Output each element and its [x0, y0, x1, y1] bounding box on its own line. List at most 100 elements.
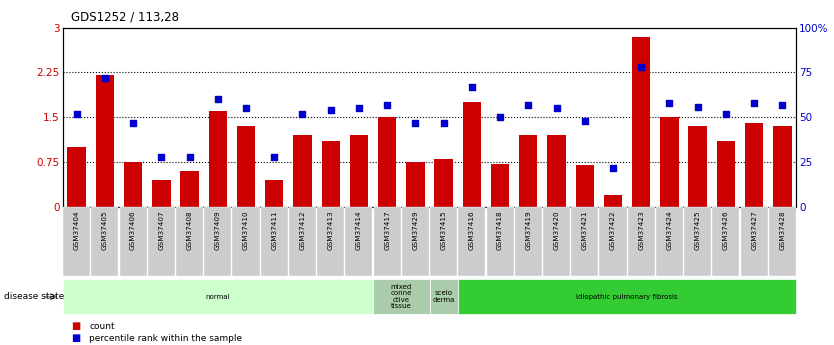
Bar	[459, 207, 485, 276]
Bar	[571, 207, 598, 276]
Point	[296, 111, 309, 117]
Bar	[435, 159, 453, 207]
Text: GSM37419: GSM37419	[525, 210, 531, 250]
Text: GSM37408: GSM37408	[187, 210, 193, 250]
Bar	[96, 76, 114, 207]
Text: GSM37422: GSM37422	[610, 210, 616, 250]
Text: normal: normal	[205, 294, 230, 300]
Point	[211, 97, 224, 102]
Text: GSM37428: GSM37428	[779, 210, 786, 250]
Bar	[152, 180, 170, 207]
Point	[635, 64, 648, 70]
Bar	[745, 123, 763, 207]
Bar	[233, 207, 259, 276]
Text: GSM37429: GSM37429	[412, 210, 419, 250]
Bar	[63, 279, 373, 314]
Bar	[378, 117, 396, 207]
Point	[352, 106, 365, 111]
Point	[239, 106, 253, 111]
Bar	[463, 102, 481, 207]
Text: GSM37410: GSM37410	[243, 210, 249, 250]
Text: GSM37427: GSM37427	[751, 210, 757, 250]
Text: GSM37425: GSM37425	[695, 210, 701, 250]
Bar	[119, 207, 147, 276]
Text: GSM37412: GSM37412	[299, 210, 305, 250]
Point	[521, 102, 535, 108]
Text: GSM37409: GSM37409	[215, 210, 221, 250]
Bar	[519, 135, 537, 207]
Text: scelo
derma: scelo derma	[433, 290, 455, 303]
Text: percentile rank within the sample: percentile rank within the sample	[89, 334, 243, 343]
Text: GSM37418: GSM37418	[497, 210, 503, 250]
Text: GSM37405: GSM37405	[102, 210, 108, 250]
Bar	[322, 141, 340, 207]
Bar	[349, 135, 368, 207]
Text: count: count	[89, 322, 115, 331]
Text: GSM37411: GSM37411	[271, 210, 277, 250]
Point	[409, 120, 422, 126]
Text: mixed
conne
ctive
tissue: mixed conne ctive tissue	[390, 284, 412, 309]
Bar	[486, 207, 514, 276]
Point	[606, 165, 620, 170]
Bar	[430, 207, 457, 276]
Bar	[628, 207, 655, 276]
Bar	[712, 207, 740, 276]
Bar	[180, 171, 198, 207]
Text: GSM37414: GSM37414	[356, 210, 362, 250]
Text: disease state: disease state	[4, 292, 64, 301]
Point	[691, 104, 705, 109]
Bar	[402, 207, 429, 276]
Bar	[575, 165, 594, 207]
Point	[154, 154, 168, 159]
Point	[268, 154, 281, 159]
Text: ■: ■	[71, 333, 80, 343]
Text: GSM37421: GSM37421	[582, 210, 588, 250]
Bar	[458, 279, 796, 314]
Bar	[661, 117, 679, 207]
Text: GSM37420: GSM37420	[554, 210, 560, 250]
Point	[776, 102, 789, 108]
Bar	[543, 207, 570, 276]
Bar	[68, 147, 86, 207]
Text: GSM37423: GSM37423	[638, 210, 644, 250]
Point	[663, 100, 676, 106]
Bar	[63, 207, 90, 276]
Bar	[374, 207, 400, 276]
Point	[719, 111, 732, 117]
Bar	[204, 207, 231, 276]
Bar	[406, 162, 425, 207]
Text: GSM37416: GSM37416	[469, 210, 475, 250]
Bar	[124, 162, 143, 207]
Text: GSM37406: GSM37406	[130, 210, 136, 250]
Bar	[317, 207, 344, 276]
Point	[324, 107, 338, 113]
Bar	[515, 207, 542, 276]
Text: GSM37407: GSM37407	[158, 210, 164, 250]
Bar	[237, 126, 255, 207]
Text: GSM37413: GSM37413	[328, 210, 334, 250]
Point	[183, 154, 196, 159]
Point	[98, 75, 112, 81]
Point	[494, 115, 507, 120]
Text: GSM37424: GSM37424	[666, 210, 672, 250]
Bar	[632, 37, 651, 207]
Text: GSM37417: GSM37417	[384, 210, 390, 250]
Point	[550, 106, 563, 111]
Bar	[547, 135, 565, 207]
Bar	[373, 279, 430, 314]
Point	[380, 102, 394, 108]
Bar	[294, 135, 312, 207]
Bar	[656, 207, 683, 276]
Text: idiopathic pulmonary fibrosis: idiopathic pulmonary fibrosis	[576, 294, 678, 300]
Point	[465, 84, 479, 90]
Bar	[289, 207, 316, 276]
Point	[70, 111, 83, 117]
Bar	[684, 207, 711, 276]
Bar	[265, 180, 284, 207]
Bar	[148, 207, 175, 276]
Bar	[345, 207, 373, 276]
Bar	[261, 207, 288, 276]
Bar	[769, 207, 796, 276]
Point	[578, 118, 591, 124]
Bar	[92, 207, 118, 276]
